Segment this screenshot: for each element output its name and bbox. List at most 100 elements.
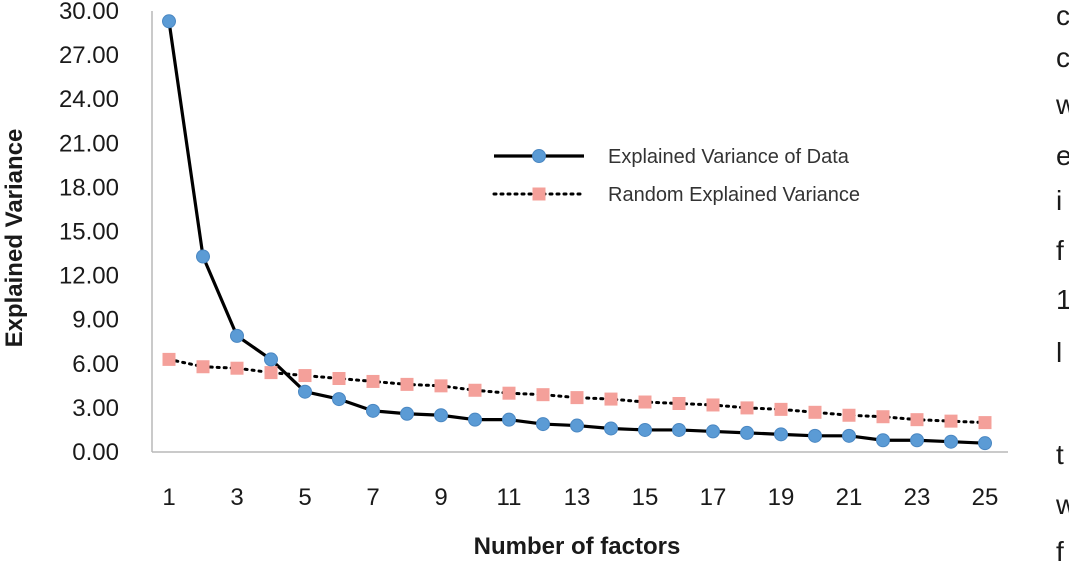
side-text-fragment: e: [1056, 140, 1069, 171]
series-markers: [162, 14, 992, 451]
random-variance-point: [264, 366, 278, 380]
side-text-fragment: w: [1056, 89, 1069, 120]
random-variance-point: [978, 416, 992, 430]
y-tick-label: 24.00: [59, 86, 119, 113]
random-variance-point: [604, 392, 618, 406]
x-tick-label: 23: [904, 484, 931, 511]
random-variance-point: [842, 408, 856, 422]
legend-marker-square: [532, 187, 546, 201]
y-tick-label: 9.00: [72, 307, 119, 334]
x-tick-labels: 1 3 5 7 9 11 13 15 17 19 21 23 25: [162, 484, 998, 511]
random-variance-point: [434, 379, 448, 393]
side-text-fragment: c: [1056, 42, 1069, 73]
random-variance-point: [570, 391, 584, 405]
random-variance-point: [502, 386, 516, 400]
random-variance-point: [774, 402, 788, 416]
legend: Explained Variance of Data Random Explain…: [492, 146, 860, 206]
y-tick-label: 12.00: [59, 263, 119, 290]
data-variance-point: [944, 434, 958, 449]
data-variance-point: [400, 406, 414, 421]
data-variance-point: [638, 422, 652, 437]
data-variance-point: [536, 417, 550, 432]
random-variance-point: [162, 352, 176, 366]
side-text-fragment: f: [1056, 235, 1064, 266]
random-variance-point: [298, 369, 312, 383]
y-tick-label: 15.00: [59, 219, 119, 246]
y-tick-label: 21.00: [59, 130, 119, 157]
side-text-fragment: w: [1056, 489, 1069, 520]
random-variance-point: [808, 405, 822, 419]
data-variance-point: [196, 249, 210, 264]
data-variance-point: [366, 403, 380, 418]
random-variance-point: [400, 377, 414, 391]
y-tick-label: 27.00: [59, 42, 119, 69]
data-variance-point: [876, 433, 890, 448]
data-variance-point: [842, 428, 856, 443]
data-variance-line: [167, 21, 986, 445]
x-tick-label: 5: [298, 484, 311, 511]
x-axis-title: Number of factors: [474, 533, 681, 560]
data-variance-point: [298, 384, 312, 399]
random-variance-point: [876, 410, 890, 424]
random-variance-point: [944, 414, 958, 428]
random-variance-point: [536, 388, 550, 402]
data-variance-point: [434, 408, 448, 423]
y-axis-title: Explained Variance: [1, 129, 28, 348]
y-tick-label: 0.00: [72, 439, 119, 466]
random-variance-point: [196, 360, 210, 374]
random-variance-point: [706, 398, 720, 412]
data-variance-point: [910, 433, 924, 448]
random-variance-point: [366, 374, 380, 388]
random-variance-point: [740, 401, 754, 415]
x-tick-label: 15: [632, 484, 659, 511]
data-variance-point: [774, 427, 788, 442]
legend-marker-circle: [532, 149, 546, 163]
data-variance-point: [502, 412, 516, 427]
random-variance-point: [672, 396, 686, 410]
random-variance-point: [230, 361, 244, 375]
axes: [151, 11, 1008, 453]
x-tick-label: 1: [162, 484, 175, 511]
legend-label: Explained Variance of Data: [608, 146, 850, 168]
data-variance-point: [808, 428, 822, 443]
side-text-fragment: c: [1056, 0, 1069, 31]
data-variance-point: [706, 424, 720, 439]
x-tick-label: 21: [836, 484, 863, 511]
data-variance-point: [264, 352, 278, 367]
y-tick-label: 18.00: [59, 174, 119, 201]
random-variance-point: [332, 372, 346, 385]
data-variance-point: [332, 392, 346, 407]
x-tick-label: 11: [497, 484, 522, 511]
y-tick-label: 6.00: [72, 351, 119, 378]
random-variance-line: [167, 357, 987, 425]
data-variance-point: [162, 14, 176, 29]
side-text-fragment: l: [1056, 337, 1063, 368]
random-variance-point: [638, 395, 652, 409]
random-variance-point: [910, 413, 924, 427]
side-text-fragment: f: [1056, 536, 1064, 567]
side-text-fragment: 1: [1056, 284, 1069, 315]
x-tick-label: 3: [230, 484, 243, 511]
x-tick-label: 9: [434, 484, 447, 511]
x-tick-label: 17: [700, 484, 727, 511]
data-variance-point: [604, 421, 618, 436]
y-tick-label: 30.00: [59, 0, 119, 25]
side-text-fragment: i: [1056, 185, 1063, 216]
y-tick-labels: 0.00 3.00 6.00 9.00 12.00 15.00 18.00 21.00 24.0…: [59, 0, 119, 466]
legend-label: Random Explained Variance: [608, 184, 860, 206]
data-variance-point: [740, 425, 754, 440]
series-lines: [167, 21, 987, 445]
side-text-fragment: t: [1056, 439, 1064, 470]
x-tick-label: 13: [564, 484, 591, 511]
data-variance-point: [570, 418, 584, 433]
x-tick-label: 25: [972, 484, 999, 511]
x-tick-label: 7: [366, 484, 379, 511]
data-variance-point: [468, 412, 482, 427]
data-variance-point: [230, 328, 244, 343]
x-tick-label: 19: [768, 484, 795, 511]
y-tick-label: 3.00: [72, 395, 119, 422]
data-variance-point: [978, 436, 992, 451]
data-variance-point: [672, 422, 686, 437]
random-variance-point: [468, 383, 482, 397]
